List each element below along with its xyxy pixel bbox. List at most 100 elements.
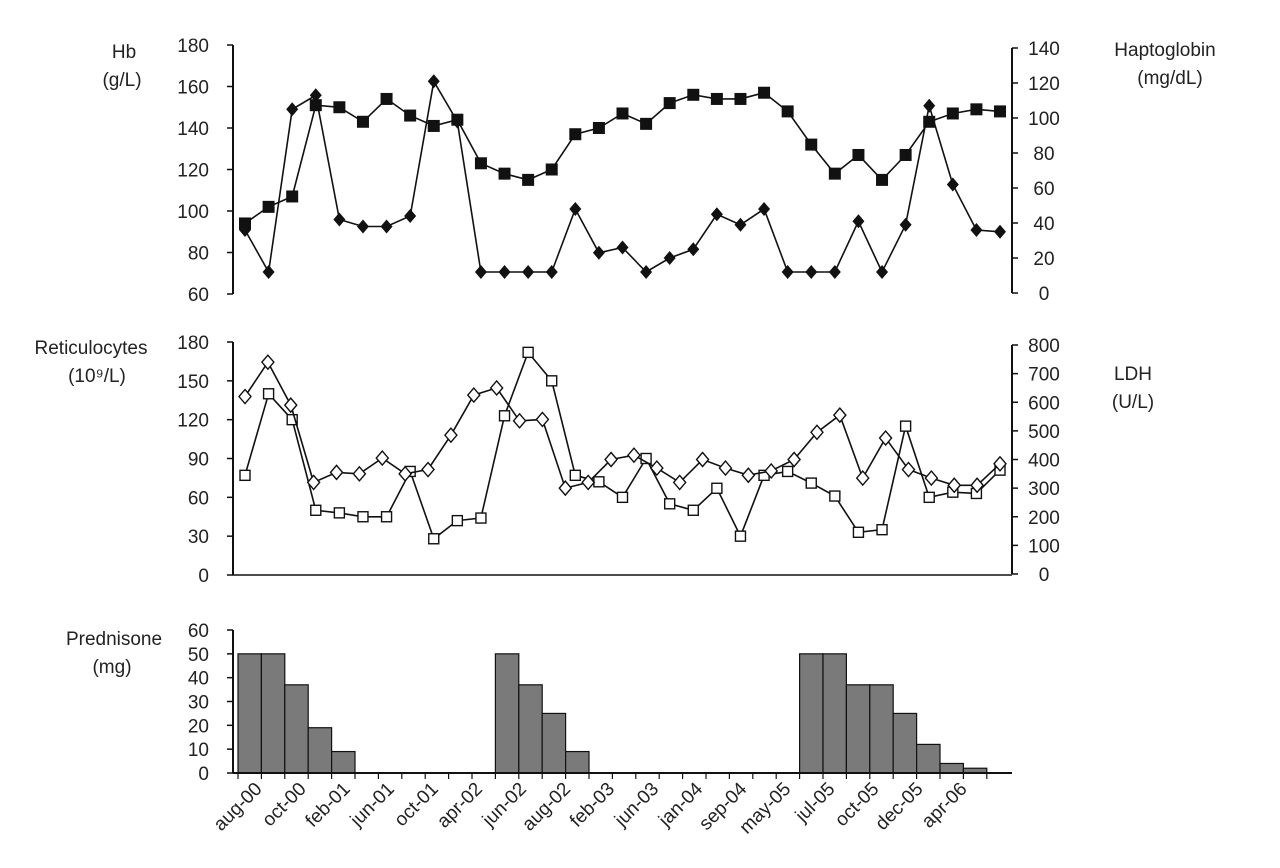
ldh-point: [878, 429, 893, 447]
ldh-axis-tick-label: 700: [1028, 365, 1060, 386]
reticulocytes-axis-title: Reticulocytes: [35, 338, 148, 359]
ldh-axis-tick-label: 0: [1039, 565, 1050, 586]
reticulocytes-point: [357, 511, 369, 523]
prednisone-bar: [822, 653, 847, 774]
hb-point: [994, 105, 1006, 118]
haptoglobin-axis-tick-label: 60: [1033, 179, 1054, 200]
ldh-point: [787, 451, 802, 468]
reticulocytes-point: [899, 420, 912, 432]
haptoglobin-point: [474, 265, 487, 279]
x-tick-label: apr-02: [433, 779, 487, 833]
reticulocytes-point: [239, 469, 251, 482]
reticulocytes-point: [286, 413, 298, 426]
hb-point: [569, 128, 582, 141]
prednisone-axis-title: Prednisone: [66, 629, 162, 650]
hb-point: [970, 103, 983, 116]
hb-point: [663, 97, 676, 110]
haptoglobin-point: [805, 265, 818, 279]
x-tick-label: oct-01: [391, 779, 443, 831]
prednisone-bar: [237, 653, 262, 774]
haptoglobin-point: [923, 98, 936, 113]
reticulocytes-axis-unit: (10⁹/L): [68, 366, 126, 387]
reticulocytes-point: [310, 504, 322, 516]
haptoglobin-point: [687, 242, 700, 257]
prednisone-axis-tick-label: 20: [188, 716, 209, 737]
ldh-axis-tick-label: 200: [1028, 508, 1060, 529]
hb-point: [498, 167, 511, 180]
reticulocytes-point: [616, 491, 629, 504]
haptoglobin-point: [427, 74, 440, 89]
prednisone-bar: [518, 684, 543, 774]
prednisone-bar: [307, 727, 333, 774]
x-tick-label: feb-01: [302, 779, 355, 832]
prednisone-bar: [798, 653, 824, 774]
reticulocytes-point: [923, 491, 935, 504]
reticulocytes-point: [852, 526, 865, 538]
ldh-point: [832, 407, 847, 424]
reticulocytes-axis-tick-label: 60: [188, 488, 209, 509]
reticulocytes-point: [734, 530, 747, 542]
reticulocytes-point: [593, 476, 605, 488]
ldh-point: [604, 451, 618, 468]
ldh-axis-tick-label: 300: [1028, 479, 1060, 500]
haptoglobin-point: [710, 207, 723, 222]
hb-point: [522, 173, 535, 186]
reticulocytes-point: [687, 504, 699, 516]
ldh-point: [810, 424, 824, 441]
hb-point: [474, 157, 487, 170]
ldh-point: [489, 379, 504, 397]
reticulocytes-axis-tick-label: 120: [177, 411, 209, 432]
prednisone-bar: [564, 750, 590, 774]
ldh-point: [238, 388, 252, 405]
hb-point: [734, 92, 747, 105]
prednisone-bar: [284, 684, 309, 774]
haptoglobin-point: [380, 219, 393, 234]
haptoglobin-axis-tick-label: 0: [1039, 284, 1050, 305]
reticulocytes-point: [428, 533, 440, 545]
haptoglobin-point: [262, 265, 275, 279]
ldh-point: [352, 465, 367, 482]
haptoglobin-point: [498, 265, 511, 279]
haptoglobin-point: [451, 114, 464, 129]
prednisone-axis-tick-label: 50: [188, 645, 209, 666]
reticulocytes-axis-tick-label: 30: [188, 527, 209, 548]
prednisone-bar: [260, 653, 286, 774]
haptoglobin-point: [876, 265, 889, 279]
ldh-point: [581, 474, 596, 491]
ldh-point: [329, 464, 344, 481]
ldh-line: [244, 360, 1001, 490]
reticulocytes-point: [569, 469, 582, 482]
reticulocytes-point: [805, 477, 817, 489]
hb-point: [427, 119, 440, 132]
ldh-point: [695, 451, 710, 468]
hb-point: [781, 105, 794, 118]
hb-point: [852, 148, 865, 161]
ldh-axis-tick-label: 800: [1028, 336, 1060, 357]
haptoglobin-point: [356, 219, 369, 234]
ldh-point: [558, 480, 573, 497]
haptoglobin-point: [592, 245, 605, 260]
hb-point: [545, 163, 558, 176]
haptoglobin-point: [828, 265, 841, 279]
hb-point: [286, 190, 299, 203]
ldh-point: [741, 467, 756, 484]
reticulocytes-point: [781, 465, 794, 478]
reticulocytes-axis-tick-label: 0: [198, 566, 209, 587]
haptoglobin-point: [970, 223, 983, 237]
reticulocytes-point: [876, 523, 888, 536]
prednisone-bar: [869, 684, 894, 774]
ldh-point: [512, 412, 527, 429]
ldh-point: [443, 427, 458, 444]
x-tick-label: aug-00: [210, 779, 267, 836]
ldh-axis-tick-label: 600: [1028, 393, 1060, 414]
x-tick-label: jul-05: [791, 779, 839, 827]
reticulocytes-point: [711, 482, 723, 494]
reticulocytes-point: [475, 512, 487, 524]
ldh-point: [901, 461, 916, 478]
haptoglobin-point: [994, 224, 1006, 239]
hb-axis-tick-label: 100: [177, 202, 209, 223]
haptoglobin-axis-tick-label: 40: [1033, 214, 1054, 235]
prednisone-axis-tick-label: 40: [188, 669, 209, 690]
haptoglobin-point: [899, 217, 912, 232]
ldh-point: [764, 462, 779, 480]
